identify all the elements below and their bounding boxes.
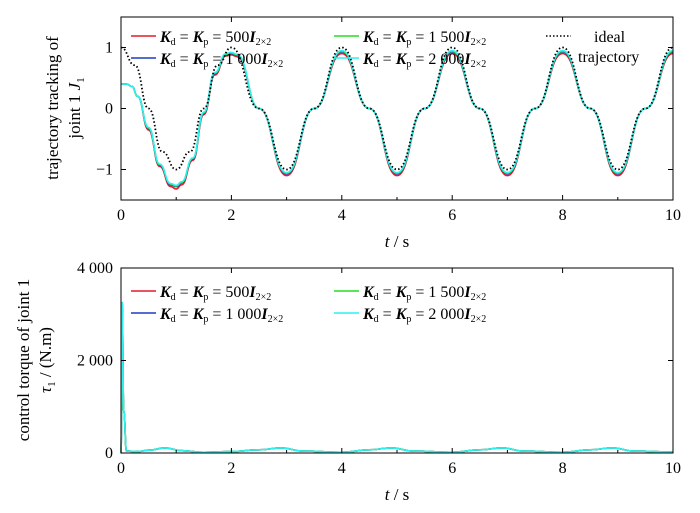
top-x-tick-label-3: 6 bbox=[448, 207, 456, 224]
top-y-label-line1: trajectory tracking of bbox=[43, 36, 62, 180]
bottom-x-ticks: 0 2 4 6 8 10 bbox=[117, 268, 681, 477]
top-x-tick-label-2: 4 bbox=[338, 207, 346, 224]
bottom-series-line-1 bbox=[120, 301, 674, 454]
bottom-x-tick-label-3: 6 bbox=[448, 460, 456, 477]
bottom-plot: 0 2 4 6 8 10 4 000 2 000 0 control torque of jo… bbox=[14, 260, 681, 504]
top-series-line-3 bbox=[121, 49, 674, 187]
bottom-y-tick-label-2: 0 bbox=[105, 445, 113, 462]
top-legend-ideal-line2: trajectory bbox=[578, 49, 639, 66]
top-series-line-4 bbox=[120, 46, 674, 171]
top-legend-entry-2000: Kd = Kp = 2 000I2×2 bbox=[362, 51, 486, 70]
bottom-series-line-0 bbox=[120, 301, 674, 454]
bottom-y-label-line1: control torque of joint 1 bbox=[14, 279, 33, 441]
bottom-x-label: t / s bbox=[385, 485, 410, 504]
bottom-series-group bbox=[120, 301, 674, 454]
top-legend: Kd = Kp = 500I2×2 Kd = Kp = 1 000I2×2 Kd… bbox=[131, 29, 639, 70]
bottom-legend-entry-500: Kd = Kp = 500I2×2 bbox=[159, 284, 271, 303]
top-y-label-var: J bbox=[65, 81, 84, 90]
top-legend-entry-1000: Kd = Kp = 1 000I2×2 bbox=[159, 51, 283, 70]
top-plot: 0 2 4 6 8 10 10−1 trajectory tracking of join… bbox=[43, 16, 681, 251]
bottom-y-label-var: τ bbox=[36, 386, 55, 393]
top-x-tick-label-4: 8 bbox=[559, 207, 567, 224]
top-y-tick-label-2: −1 bbox=[96, 162, 113, 179]
top-y-label-prefix: joint 1 bbox=[65, 90, 84, 139]
top-y-tick-label-1: 0 bbox=[105, 101, 113, 118]
top-y-label-line2: joint 1 J1 bbox=[65, 77, 87, 139]
top-series-line-1 bbox=[121, 50, 674, 188]
top-legend-ideal-line1: ideal bbox=[594, 29, 626, 46]
top-x-label-unit: / s bbox=[389, 232, 409, 251]
bottom-x-tick-label-5: 10 bbox=[665, 460, 681, 477]
top-series-group bbox=[120, 46, 674, 190]
top-x-tick-label-0: 0 bbox=[117, 207, 125, 224]
bottom-series-line-3 bbox=[120, 301, 674, 454]
top-x-tick-label-5: 10 bbox=[665, 207, 681, 224]
bottom-x-label-var: t bbox=[385, 485, 391, 504]
top-y-tick-label-0: 1 bbox=[105, 40, 113, 57]
bottom-x-tick-label-2: 4 bbox=[338, 460, 346, 477]
bottom-legend-entry-1000: Kd = Kp = 1 000I2×2 bbox=[159, 306, 283, 325]
bottom-x-tick-label-4: 8 bbox=[559, 460, 567, 477]
bottom-series-line-2 bbox=[120, 301, 674, 454]
bottom-y-label-line2: τ1 / (N.m) bbox=[36, 327, 58, 393]
bottom-y-tick-label-1: 2 000 bbox=[77, 353, 113, 370]
bottom-legend: Kd = Kp = 500I2×2 Kd = Kp = 1 000I2×2 Kd… bbox=[131, 284, 486, 325]
top-x-label-var: t bbox=[385, 232, 391, 251]
bottom-y-ticks: 4 000 2 000 0 bbox=[77, 260, 673, 462]
top-y-label-sub: 1 bbox=[75, 77, 87, 83]
bottom-x-tick-label-1: 2 bbox=[227, 460, 235, 477]
top-x-tick-label-1: 2 bbox=[227, 207, 235, 224]
top-series-line-0 bbox=[121, 52, 674, 190]
bottom-y-label-sub: 1 bbox=[46, 381, 58, 387]
bottom-x-tick-label-0: 0 bbox=[117, 460, 125, 477]
top-series-line-2 bbox=[121, 50, 674, 187]
top-x-label: t / s bbox=[385, 232, 410, 251]
bottom-legend-entry-2000: Kd = Kp = 2 000I2×2 bbox=[362, 306, 486, 325]
bottom-y-tick-label-0: 4 000 bbox=[77, 260, 113, 277]
top-y-ticks: 1 0 −1 bbox=[96, 40, 673, 179]
top-legend-entry-1500: Kd = Kp = 1 500I2×2 bbox=[362, 29, 486, 48]
bottom-legend-entry-1500: Kd = Kp = 1 500I2×2 bbox=[362, 284, 486, 303]
top-legend-entry-500: Kd = Kp = 500I2×2 bbox=[159, 29, 271, 48]
top-x-ticks: 0 2 4 6 8 10 bbox=[117, 17, 681, 224]
bottom-x-label-unit: / s bbox=[389, 485, 409, 504]
bottom-y-label-unit: / (N.m) bbox=[36, 327, 55, 381]
